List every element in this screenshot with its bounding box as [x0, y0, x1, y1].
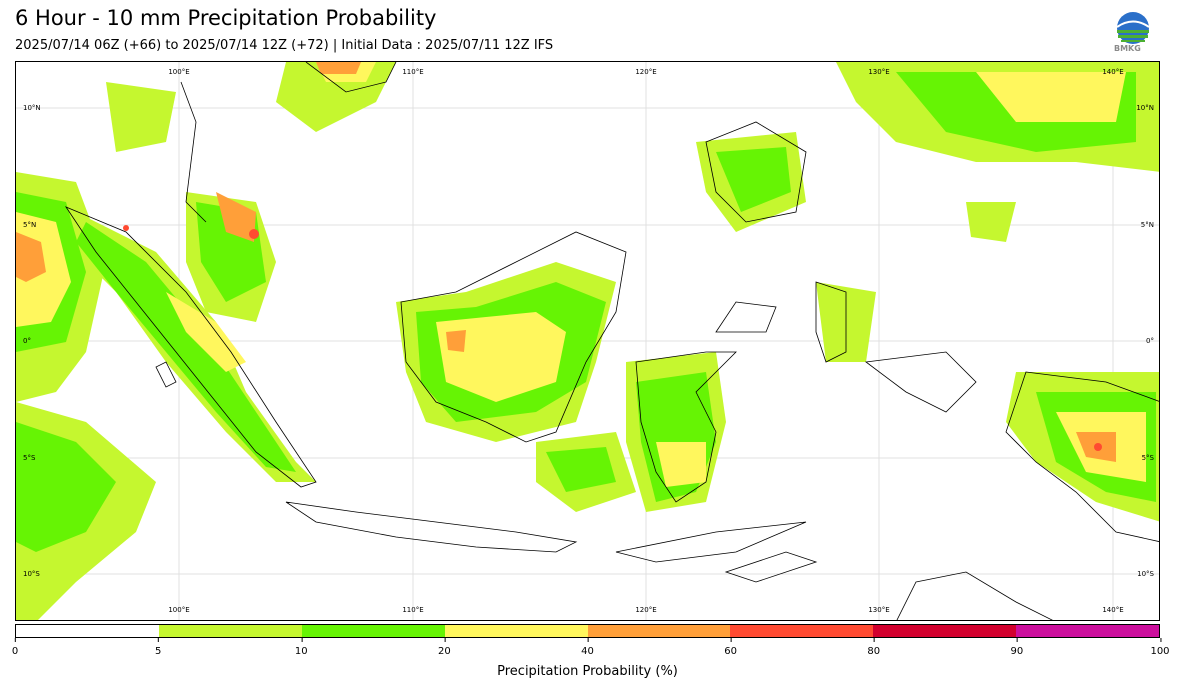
precipitation-map: 100°E 110°E 120°E 130°E 140°E 100°E 110°…	[15, 61, 1160, 621]
colorbar-tick-label: 5	[155, 638, 161, 657]
colorbar-tick-label: 90	[1011, 638, 1023, 657]
lat-label: 0°	[1146, 337, 1154, 345]
colorbar-tick-label: 80	[867, 638, 880, 657]
lat-label: 5°N	[23, 221, 36, 229]
lat-label: 5°S	[23, 454, 36, 462]
colorbar-tick-label: 100	[1150, 638, 1170, 657]
colorbar-segment	[301, 625, 445, 637]
colorbar-tick-label: 0	[12, 638, 18, 657]
lon-label: 130°E	[868, 68, 889, 76]
colorbar-segment	[730, 625, 874, 637]
lat-label: 5°N	[1141, 221, 1154, 229]
lat-label: 10°S	[23, 570, 40, 578]
lon-label: 110°E	[402, 68, 423, 76]
lat-labels-left: 10°N 5°N 0° 5°S 10°S	[23, 104, 41, 578]
colorbar-tick-label: 40	[581, 638, 594, 657]
precip-field-60-80	[123, 225, 1102, 451]
colorbar-tick-label: 10	[295, 638, 308, 657]
colorbar-segment	[1016, 625, 1159, 637]
lon-label: 100°E	[168, 606, 189, 614]
lat-label: 10°N	[23, 104, 41, 112]
chart-subtitle: 2025/07/14 06Z (+66) to 2025/07/14 12Z (…	[15, 38, 554, 53]
lon-label: 120°E	[635, 606, 656, 614]
colorbar-ticks: 0 5 10 20 40 60 80 90 100	[12, 638, 1170, 658]
colorbar-tick-label: 20	[438, 638, 451, 657]
bmkg-logo	[1116, 12, 1150, 44]
colorbar-segment	[587, 625, 731, 637]
precip-field-20-40	[16, 62, 1146, 487]
chart-title: 6 Hour - 10 mm Precipitation Probability	[15, 6, 437, 30]
colorbar-tick-label: 60	[724, 638, 737, 657]
colorbar-label: Precipitation Probability (%)	[497, 664, 678, 679]
lat-label: 10°S	[1137, 570, 1154, 578]
lon-label: 130°E	[868, 606, 889, 614]
map-svg: 100°E 110°E 120°E 130°E 140°E 100°E 110°…	[16, 62, 1159, 620]
lon-label: 110°E	[402, 606, 423, 614]
lon-label: 100°E	[168, 68, 189, 76]
colorbar-segment	[873, 625, 1017, 637]
lon-labels-top: 100°E 110°E 120°E 130°E 140°E	[168, 68, 1123, 76]
lon-label: 140°E	[1102, 606, 1123, 614]
lon-labels-bottom: 100°E 110°E 120°E 130°E 140°E	[168, 606, 1123, 614]
lon-label: 140°E	[1102, 68, 1123, 76]
colorbar	[15, 624, 1160, 638]
colorbar-segment	[16, 625, 159, 637]
lat-label: 10°N	[1136, 104, 1154, 112]
logo-text: BMKG	[1114, 44, 1141, 53]
colorbar-segment	[158, 625, 302, 637]
lat-label: 5°S	[1142, 454, 1155, 462]
coastlines	[64, 62, 1159, 620]
lat-label: 0°	[23, 337, 31, 345]
colorbar-segment	[444, 625, 588, 637]
lat-labels-right: 10°N 5°N 0° 5°S 10°S	[1136, 104, 1154, 578]
lon-label: 120°E	[635, 68, 656, 76]
